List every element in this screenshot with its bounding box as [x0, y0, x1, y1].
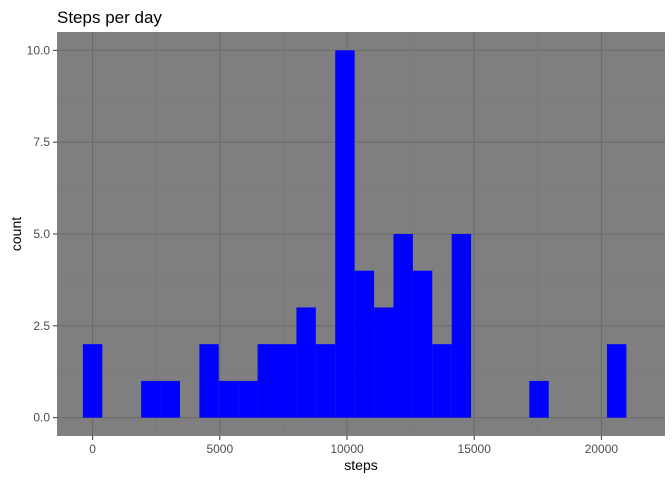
histogram-bar	[529, 380, 549, 418]
y-axis: 0.0 2.5 5.0 7.5 10.0	[27, 43, 57, 425]
histogram-bar	[199, 344, 219, 418]
histogram-bar	[315, 344, 336, 418]
chart-title: Steps per day	[57, 8, 162, 27]
histogram-bar	[141, 380, 161, 418]
x-tick-label: 20000	[585, 442, 619, 456]
histogram-bar	[218, 380, 239, 418]
histogram-bar	[412, 270, 433, 418]
x-axis-label: steps	[344, 457, 377, 473]
histogram-bar	[393, 234, 413, 418]
histogram-bar	[335, 50, 355, 418]
x-tick-label: 10000	[330, 442, 364, 456]
y-axis-label: count	[8, 217, 24, 251]
histogram-bar	[451, 234, 472, 418]
histogram-bar	[82, 344, 103, 418]
x-tick-label: 0	[89, 442, 96, 456]
histogram-bar	[354, 270, 375, 418]
histogram-bars	[82, 50, 627, 418]
y-tick-label: 2.5	[33, 319, 50, 333]
histogram-bar	[296, 307, 316, 418]
histogram-bar	[238, 380, 258, 418]
histogram-bar	[277, 344, 297, 418]
y-tick-label: 10.0	[27, 43, 51, 57]
x-axis: 0 5000 10000 15000 20000	[89, 436, 618, 456]
histogram-bar	[432, 344, 452, 418]
histogram-bar	[160, 380, 180, 418]
y-tick-label: 7.5	[33, 135, 50, 149]
y-tick-label: 5.0	[33, 227, 50, 241]
histogram-bar	[374, 307, 394, 418]
x-tick-label: 5000	[206, 442, 233, 456]
y-tick-label: 0.0	[33, 411, 50, 425]
histogram-bar	[257, 344, 278, 418]
x-tick-label: 15000	[458, 442, 492, 456]
histogram-bar	[606, 344, 627, 418]
